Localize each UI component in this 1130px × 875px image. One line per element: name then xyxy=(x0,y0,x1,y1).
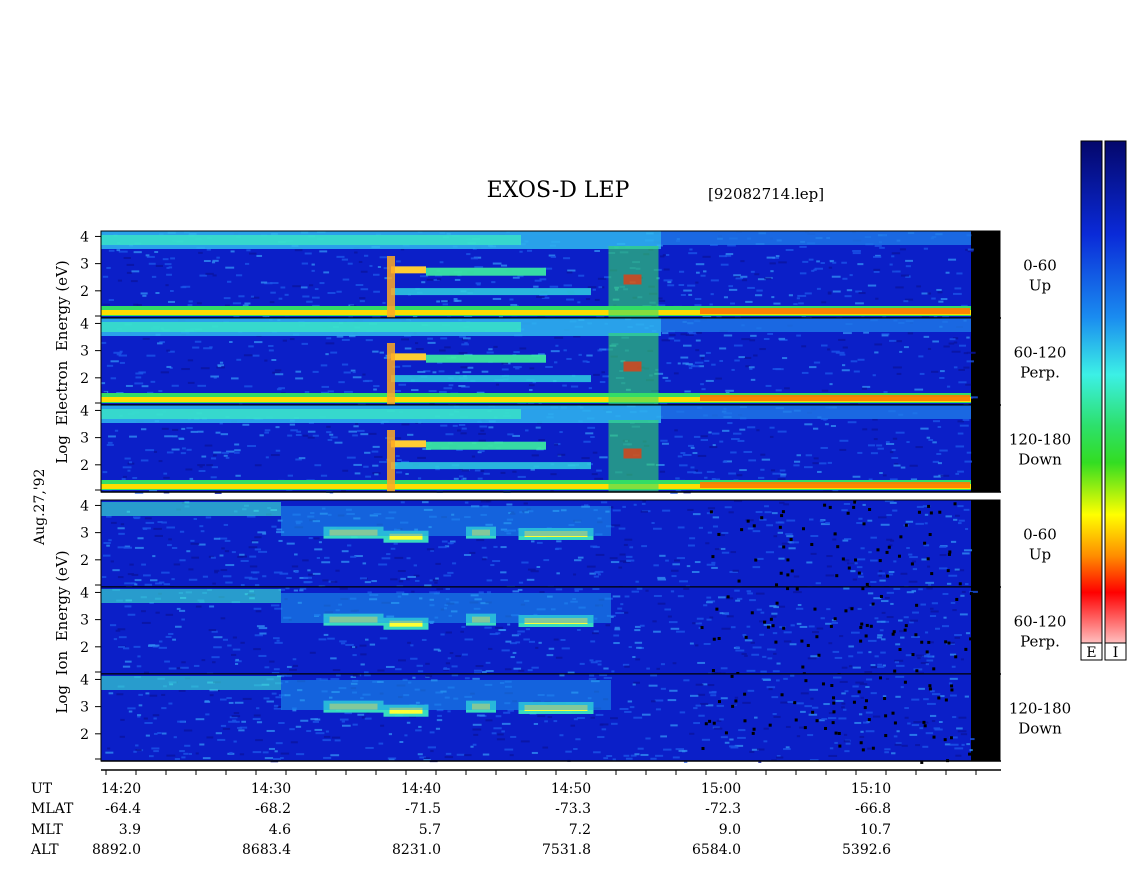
direction-label: Down xyxy=(1018,720,1062,738)
x-tick-alt: 8683.4 xyxy=(242,842,291,858)
y-tick-label: 3 xyxy=(80,344,89,360)
y-tick-label: 2 xyxy=(80,553,89,569)
x-tick-alt: 5392.6 xyxy=(842,842,891,858)
pitch-labels: 0-60 Up 60-120 Perp. 120-180 Down 0-60 Up 60-120… xyxy=(1009,257,1071,738)
x-tick-mlat: -68.2 xyxy=(255,801,291,817)
ion-axis-label: Log Ion Energy (eV) xyxy=(53,550,71,713)
panel-electron-1 xyxy=(100,317,1001,407)
row-label-mlt: MLT xyxy=(31,822,63,838)
y-tick-label: 4 xyxy=(80,498,89,514)
x-tick-mlt: 9.0 xyxy=(719,822,741,838)
x-tick-mlat: -71.5 xyxy=(405,801,441,817)
x-tick-mlt: 10.7 xyxy=(860,822,891,838)
colorbar-electron: E xyxy=(1080,140,1103,661)
electron-axis-label: Log Electron Energy (eV) xyxy=(53,260,71,464)
x-tick-ut: 15:10 xyxy=(851,781,891,797)
y-tick-label: 4 xyxy=(80,229,89,245)
x-tick-mlt: 4.6 xyxy=(269,822,291,838)
y-tick-label: 2 xyxy=(80,458,89,474)
x-tick-ut: 14:40 xyxy=(401,781,441,797)
colorbar-ion: I xyxy=(1104,140,1127,661)
x-tick-ut: 14:20 xyxy=(101,781,141,797)
row-label-ut: UT xyxy=(31,781,53,797)
y-tick-label: 4 xyxy=(80,585,89,601)
bottom-axis: UT 14:20 14:30 14:40 14:50 15:00 15:10 MLAT -64.… xyxy=(30,769,1001,858)
direction-label: Up xyxy=(1029,546,1051,564)
x-tick-alt: 7531.8 xyxy=(542,842,591,858)
x-tick-mlat: -64.4 xyxy=(105,801,141,817)
colorbar-ion-label: I xyxy=(1113,645,1119,661)
panel-ion-4 xyxy=(100,586,1001,677)
pitch-angle-label: 0-60 xyxy=(1023,526,1057,544)
figure-title: EXOS-D LEP xyxy=(487,178,630,203)
y-tick-label: 2 xyxy=(80,284,89,300)
pitch-angle-label: 120-180 xyxy=(1009,431,1071,449)
pitch-angle-label: 0-60 xyxy=(1023,257,1057,275)
y-tick-label: 2 xyxy=(80,640,89,656)
colorbar-electron-label: E xyxy=(1086,645,1096,661)
x-tick-mlat: -73.3 xyxy=(555,801,591,817)
pitch-angle-label: 120-180 xyxy=(1009,700,1071,718)
x-tick-mlat: -66.8 xyxy=(855,801,891,817)
x-tick-mlt: 5.7 xyxy=(419,822,441,838)
panel-ion-5 xyxy=(100,673,1001,764)
panel-ion-3 xyxy=(100,499,1001,590)
panel-electron-0 xyxy=(100,230,1001,320)
x-tick-alt: 6584.0 xyxy=(692,842,741,858)
y-tick-label: 3 xyxy=(80,257,89,273)
y-tick-label: 2 xyxy=(80,727,89,743)
panel-electron-2 xyxy=(100,404,1001,494)
x-tick-ut: 14:50 xyxy=(551,781,591,797)
x-tick-mlt: 7.2 xyxy=(569,822,591,838)
y-tick-label: 2 xyxy=(80,371,89,387)
x-tick-alt: 8231.0 xyxy=(392,842,441,858)
row-label-mlat: MLAT xyxy=(31,801,74,817)
y-tick-label: 3 xyxy=(80,431,89,447)
panels xyxy=(100,230,1001,764)
pitch-angle-label: 60-120 xyxy=(1014,344,1067,362)
row-label-alt: ALT xyxy=(30,842,59,858)
y-tick-label: 4 xyxy=(80,672,89,688)
x-tick-alt: 8892.0 xyxy=(92,842,141,858)
x-tick-ut: 15:00 xyxy=(701,781,741,797)
y-tick-label: 4 xyxy=(80,316,89,332)
direction-label: Perp. xyxy=(1020,364,1060,382)
y-tick-label: 4 xyxy=(80,403,89,419)
x-tick-mlat: -72.3 xyxy=(705,801,741,817)
y-tick-label: 3 xyxy=(80,700,89,716)
axis-ticks: 4 3 2 4 3 2 4 3 2 4 3 2 4 3 2 4 3 2 xyxy=(80,229,101,760)
pitch-angle-label: 60-120 xyxy=(1014,613,1067,631)
direction-label: Down xyxy=(1018,451,1062,469)
direction-label: Up xyxy=(1029,277,1051,295)
x-tick-ut: 14:30 xyxy=(251,781,291,797)
y-tick-label: 3 xyxy=(80,613,89,629)
date-label: Aug.27,'92 xyxy=(32,469,48,546)
x-tick-mlt: 3.9 xyxy=(119,822,141,838)
file-name: [92082714.lep] xyxy=(708,185,824,203)
direction-label: Perp. xyxy=(1020,633,1060,651)
y-tick-label: 3 xyxy=(80,526,89,542)
